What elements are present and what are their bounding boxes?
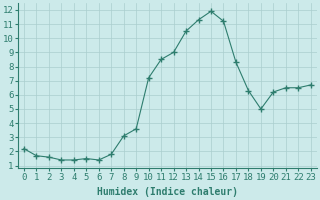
X-axis label: Humidex (Indice chaleur): Humidex (Indice chaleur) [97, 187, 238, 197]
